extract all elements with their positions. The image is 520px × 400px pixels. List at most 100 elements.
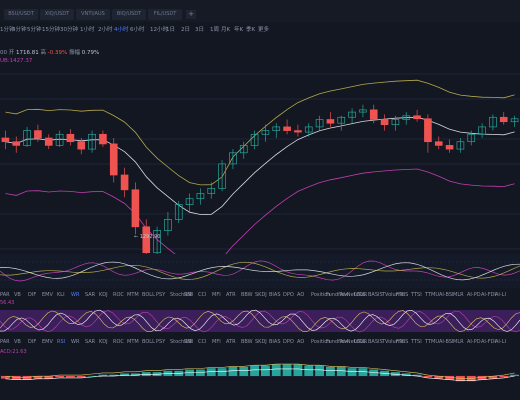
tab-2[interactable]: VNTI/AUS [76,9,110,20]
indB-item-0[interactable]: PAR [0,339,10,345]
indB-item-5[interactable]: WR [71,339,80,345]
indB-item-13[interactable]: SMI [184,339,193,345]
indB-item-35[interactable]: AI-LI [495,339,506,345]
indA-item-6[interactable]: SAR [85,292,96,298]
indA-item-3[interactable]: EMV [42,292,53,298]
indA-item-11[interactable]: PSY [156,292,166,298]
indA-item-22[interactable]: Position [311,292,331,298]
indB-item-11[interactable]: PSY [156,339,166,345]
timeframe-2[interactable]: 5分钟 [27,27,42,33]
indB-item-19[interactable]: BIAS [269,339,281,345]
indB-item-32[interactable]: MLR [453,339,464,345]
indA-item-16[interactable]: ATR [226,292,236,298]
timeframe-13[interactable]: 1周 [210,27,219,33]
indB-item-6[interactable]: SAR [85,339,96,345]
timeframe-6[interactable]: 2小时 [98,27,113,33]
indB-item-3[interactable]: EMV [42,339,53,345]
indB-item-2[interactable]: DIF [28,339,37,345]
indA-item-1[interactable]: VB [14,292,21,298]
indA-item-23[interactable]: Fundflow [326,292,349,298]
indA-item-8[interactable]: ROC [113,292,124,298]
indB-item-29[interactable]: TTSI [411,339,422,345]
indA-item-14[interactable]: CCI [198,292,207,298]
oscillator-chart[interactable] [0,254,520,288]
indB-item-16[interactable]: ATR [226,339,236,345]
indA-item-29[interactable]: TTSI [411,292,422,298]
timeframe-5[interactable]: 1小时 [80,27,95,33]
indA-item-25[interactable]: LSUR [354,292,368,298]
indA-item-28[interactable]: FTBS [396,292,409,298]
indB-item-1[interactable]: VB [14,339,21,345]
indB-item-14[interactable]: CCI [198,339,207,345]
timeframe-15[interactable]: 年K [234,27,244,33]
indB-item-23[interactable]: Fundflow [326,339,349,345]
indA-item-18[interactable]: SKDJ [255,292,267,298]
timeframe-9[interactable]: 12小时 [150,27,168,33]
indA-item-31[interactable]: AI-BSI [439,292,454,298]
indB-item-21[interactable]: AO [297,339,305,345]
indB-item-24[interactable]: AI-NetVOL [340,339,366,345]
indB-item-8[interactable]: ROC [113,339,124,345]
timeframe-14[interactable]: 月K [221,27,231,33]
tab-0[interactable]: BSU/USDT [4,9,38,20]
indB-item-12[interactable]: StochRSI [170,339,193,345]
indB-item-34[interactable]: AI-FDI [481,339,496,345]
timeframe-7[interactable]: 4小时 [114,27,129,33]
indA-item-33[interactable]: AI-PD [467,292,481,298]
indB-item-25[interactable]: LSUR [354,339,368,345]
indA-item-7[interactable]: KDJ [99,292,108,298]
indA-item-21[interactable]: AO [297,292,305,298]
indA-item-20[interactable]: DPO [283,292,294,298]
rsi-chart[interactable] [0,306,520,336]
timeframe-12[interactable]: 3日 [195,27,204,33]
indB-item-9[interactable]: MTM [127,339,139,345]
indB-item-20[interactable]: DPO [283,339,294,345]
add-tab-button[interactable]: + [186,10,196,19]
timeframe-4[interactable]: 30分钟 [60,27,78,33]
indB-item-30[interactable]: TTMU [425,339,439,345]
tab-4[interactable]: FIL/USDT [148,9,182,20]
macd-chart[interactable] [0,356,520,396]
tab-3[interactable]: BIQ/USDT [112,9,146,20]
indA-item-2[interactable]: DIF [28,292,37,298]
timeframe-1[interactable]: 3分钟 [12,27,27,33]
indB-item-7[interactable]: KDJ [99,339,108,345]
indA-item-24[interactable]: AI-NetVOL [340,292,366,298]
indA-item-17[interactable]: BBW [241,292,253,298]
indA-item-10[interactable]: BOLL [142,292,155,298]
indA-item-26[interactable]: BASIS [368,292,383,298]
timeframe-11[interactable]: 2日 [181,27,190,33]
timeframe-16[interactable]: 季K [246,27,256,33]
timeframe-0[interactable]: 1分钟 [0,27,15,33]
indA-item-27[interactable]: TVolume [382,292,404,298]
timeframe-17[interactable]: 更多 [258,27,270,33]
indA-item-5[interactable]: WR [71,292,80,298]
indA-item-9[interactable]: MTM [127,292,139,298]
timeframe-3[interactable]: 15分钟 [42,27,60,33]
indB-item-33[interactable]: AI-PD [467,339,481,345]
price-chart[interactable] [0,64,520,286]
indB-item-31[interactable]: AI-BSI [439,339,454,345]
indA-item-0[interactable]: PAR [0,292,10,298]
indA-item-12[interactable]: StochRSI [170,292,193,298]
indB-item-27[interactable]: TVolume [382,339,404,345]
indA-item-15[interactable]: MFI [212,292,221,298]
indB-item-15[interactable]: MFI [212,339,221,345]
indB-item-10[interactable]: BOLL [142,339,155,345]
indA-item-34[interactable]: AI-FDI [481,292,496,298]
indA-item-4[interactable]: KLI [57,292,65,298]
indB-item-22[interactable]: Position [311,339,331,345]
indB-item-26[interactable]: BASIS [368,339,383,345]
timeframe-8[interactable]: 6小时 [130,27,145,33]
indA-item-35[interactable]: AI-LI [495,292,506,298]
indB-item-18[interactable]: SKDJ [255,339,267,345]
indB-item-17[interactable]: BBW [241,339,253,345]
tab-1[interactable]: XIQ/USDT [40,9,74,20]
indB-item-28[interactable]: FTBS [396,339,409,345]
indA-item-19[interactable]: BIAS [269,292,281,298]
indA-item-30[interactable]: TTMU [425,292,439,298]
indB-item-4[interactable]: RSI [57,339,66,345]
timeframe-10[interactable]: 1日 [166,27,175,33]
indA-item-32[interactable]: MLR [453,292,464,298]
indA-item-13[interactable]: SMI [184,292,193,298]
